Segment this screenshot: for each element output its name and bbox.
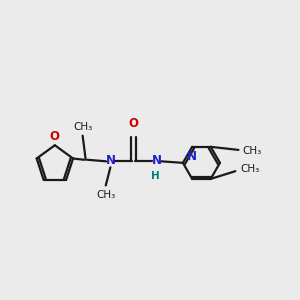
Text: CH₃: CH₃ bbox=[96, 190, 116, 200]
Text: N: N bbox=[105, 154, 116, 167]
Text: H: H bbox=[151, 171, 159, 181]
Text: CH₃: CH₃ bbox=[73, 122, 92, 132]
Text: N: N bbox=[187, 150, 197, 163]
Text: CH₃: CH₃ bbox=[243, 146, 262, 156]
Text: N: N bbox=[152, 154, 162, 166]
Text: CH₃: CH₃ bbox=[241, 164, 260, 174]
Text: O: O bbox=[50, 130, 60, 143]
Text: O: O bbox=[128, 117, 139, 130]
